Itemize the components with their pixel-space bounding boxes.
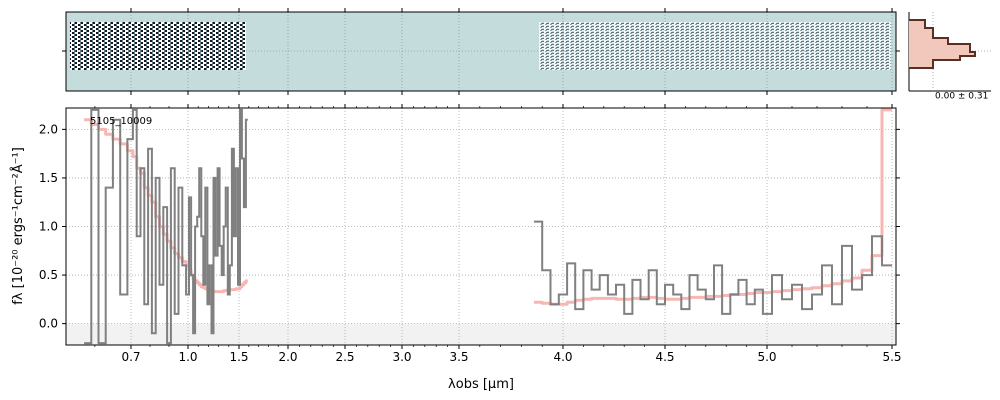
- negative-flux-band: [66, 323, 896, 345]
- x-tick-label: 3.5: [449, 350, 468, 364]
- x-tick-label: 2.5: [335, 350, 354, 364]
- x-tick-label: 3.0: [392, 350, 411, 364]
- histogram-stats-label: 0.00 ± 0.31: [935, 92, 988, 102]
- data-line-red: [533, 220, 892, 315]
- x-tick-label: 4.5: [655, 350, 674, 364]
- spectrum-1d-plot: 0.7 1.0 1.5 2.0 2.5 3.0 3.5 4.0 4.5 5.0 5.5 0.0 0.5…: [10, 104, 902, 392]
- x-tick-label: 5.5: [882, 350, 901, 364]
- x-tick-label: 0.7: [121, 350, 140, 364]
- x-axis-ticks: 0.7 1.0 1.5 2.0 2.5 3.0 3.5 4.0 4.5 5.0 5.5: [94, 104, 902, 364]
- image-gridlines: [66, 12, 896, 91]
- x-tick-label: 5.0: [757, 350, 776, 364]
- x-tick-label: 1.5: [229, 350, 248, 364]
- object-id-label: 5105_10009: [90, 116, 152, 127]
- y-tick-label: 0.0: [39, 317, 58, 331]
- residual-histogram: 0.00 ± 0.31: [908, 12, 991, 102]
- image-red-segment: [539, 22, 891, 70]
- y-tick-label: 0.5: [39, 268, 58, 282]
- y-tick-label: 2.0: [39, 122, 58, 136]
- y-tick-label: 1.0: [39, 220, 58, 234]
- y-axis-label: fλ [10⁻²⁰ ergs⁻¹cm⁻²Å⁻¹]: [10, 147, 26, 305]
- histogram-fill: [909, 20, 975, 68]
- x-axis-label: λobs [μm]: [448, 377, 514, 392]
- data-line-blue: [84, 108, 248, 345]
- plot-series: [84, 108, 892, 345]
- image-blue-segment: [70, 22, 246, 70]
- spectrum-2d-image: [62, 8, 900, 95]
- y-tick-label: 1.5: [39, 171, 58, 185]
- histogram-outline: [909, 19, 976, 69]
- x-tick-label: 1.0: [178, 350, 197, 364]
- y-axis-ticks: 0.0 0.5 1.0 1.5 2.0: [39, 122, 900, 331]
- image-ticks: [62, 8, 900, 95]
- x-tick-label: 2.0: [278, 350, 297, 364]
- x-tick-label: 4.0: [553, 350, 572, 364]
